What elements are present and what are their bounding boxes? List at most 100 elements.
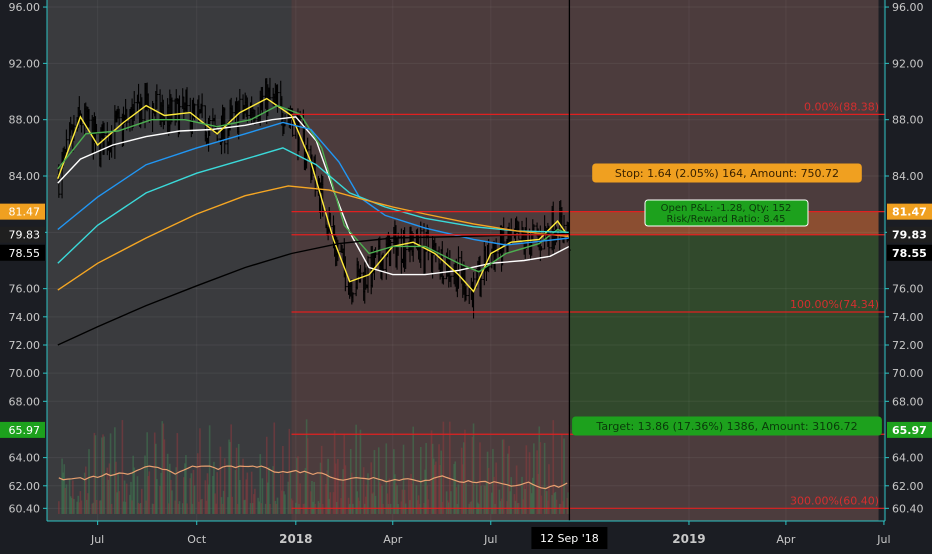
risk-reward-text: Risk/Reward Ratio: 8.45 <box>666 214 785 225</box>
volume-bar <box>567 492 570 514</box>
volume-bar <box>372 492 375 514</box>
volume-bar <box>483 485 486 514</box>
volume-bar <box>230 424 232 514</box>
volume-bar <box>167 503 170 514</box>
volume-bar <box>351 472 353 514</box>
volume-bar <box>551 495 553 514</box>
fib-level-label: 100.00%(74.34) <box>790 298 879 311</box>
right-tick-label: 64.00 <box>892 452 924 465</box>
volume-bar <box>401 489 404 514</box>
left-tick-label: 92.00 <box>9 57 41 70</box>
volume-bar <box>117 474 119 514</box>
volume-bar <box>385 443 388 514</box>
volume-bar <box>332 492 335 514</box>
volume-bar <box>554 491 557 514</box>
volume-bar <box>283 491 285 514</box>
volume-bar <box>494 503 496 514</box>
volume-bar <box>110 503 113 514</box>
volume-bar <box>284 494 286 514</box>
volume-bar <box>412 426 415 514</box>
left-price-badge-label: 81.47 <box>9 206 41 219</box>
volume-bar <box>227 497 229 514</box>
volume-bar <box>114 427 116 514</box>
volume-bar <box>499 501 502 514</box>
volume-bar <box>365 496 367 514</box>
volume-bar <box>306 438 309 514</box>
volume-bar <box>243 500 245 514</box>
left-tick-label: 74.00 <box>9 311 41 324</box>
volume-bar <box>304 468 307 514</box>
volume-bar <box>464 429 466 514</box>
volume-bar <box>367 473 369 514</box>
volume-bar <box>244 499 246 514</box>
volume-bar <box>88 449 90 514</box>
volume-bar <box>334 463 337 514</box>
volume-bar <box>257 497 259 514</box>
volume-bar <box>311 480 313 514</box>
volume-bar <box>162 423 165 514</box>
volume-bar <box>394 474 396 514</box>
volume-bar <box>235 447 238 514</box>
volume-bar <box>349 448 352 514</box>
right-tick-label: 62.00 <box>892 480 924 493</box>
volume-bar <box>453 463 455 514</box>
right-tick-label: 72.00 <box>892 339 924 352</box>
volume-bar <box>274 500 277 514</box>
volume-bar <box>147 476 150 514</box>
volume-bar <box>417 495 420 514</box>
left-price-badge <box>0 226 45 243</box>
volume-bar <box>137 502 140 514</box>
right-tick-label: 84.00 <box>892 170 924 183</box>
volume-bar <box>457 484 460 514</box>
volume-bar <box>381 485 383 514</box>
volume-bar <box>344 465 347 514</box>
volume-bar <box>220 497 223 514</box>
volume-bar <box>523 484 525 514</box>
target-zone <box>569 234 879 430</box>
target-label[interactable]: Target: 13.86 (17.36%) 1386, Amount: 310… <box>572 416 882 436</box>
volume-bar <box>144 455 146 514</box>
volume-bar <box>87 493 89 514</box>
volume-bar <box>313 481 315 514</box>
volume-bar <box>533 443 535 514</box>
volume-bar <box>65 484 68 514</box>
volume-bar <box>559 503 562 514</box>
volume-bar <box>465 483 467 514</box>
x-tick-label: Oct <box>187 533 207 546</box>
volume-bar <box>377 447 380 514</box>
volume-bar <box>310 491 312 514</box>
volume-bar <box>514 500 517 514</box>
volume-bar <box>166 453 169 514</box>
volume-bar <box>63 464 66 514</box>
volume-bar <box>239 479 241 514</box>
volume-bar <box>326 470 328 514</box>
volume-bar <box>201 498 203 514</box>
volume-bar <box>250 471 253 514</box>
volume-bar <box>261 478 264 514</box>
volume-bar <box>102 434 104 514</box>
volume-bar <box>380 484 382 514</box>
volume-bar <box>396 485 398 514</box>
stop-label[interactable]: Stop: 1.64 (2.05%) 164, Amount: 750.72 <box>592 163 862 183</box>
volume-bar <box>251 503 254 514</box>
right-tick-label: 88.00 <box>892 114 924 127</box>
right-price-badge <box>887 203 932 220</box>
volume-bar <box>382 503 384 514</box>
volume-bar <box>408 479 410 514</box>
right-price-badge-label: 79.83 <box>892 229 927 242</box>
volume-bar <box>395 483 397 514</box>
right-price-badge-label: 65.97 <box>892 424 927 437</box>
volume-bar <box>237 443 240 514</box>
volume-bar <box>530 493 533 514</box>
volume-bar <box>190 473 193 514</box>
current-date-badge: 12 Sep '18 <box>531 527 608 549</box>
volume-bar <box>317 501 320 514</box>
volume-bar <box>254 488 256 514</box>
volume-bar <box>282 445 284 514</box>
volume-bar <box>258 501 260 514</box>
volume-bar <box>374 495 377 514</box>
volume-bar <box>106 467 109 514</box>
